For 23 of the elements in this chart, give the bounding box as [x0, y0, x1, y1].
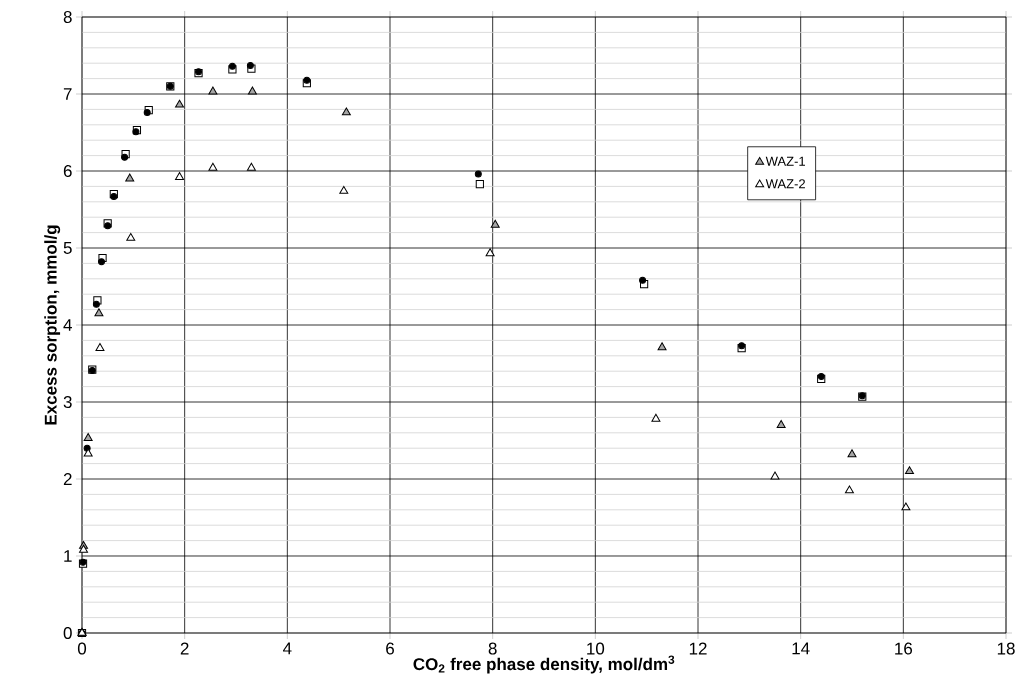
y-tick-label: 6: [63, 164, 72, 178]
x-tick-label: 16: [895, 642, 913, 655]
x-tick-label: 6: [386, 642, 394, 655]
x-axis-title: CO$_{2}$ free phase density, mol/dm$^{3}$: [413, 655, 675, 674]
legend-label: WAZ-1: [765, 156, 805, 166]
y-tick-label: 7: [63, 88, 72, 100]
y-tick-label: 4: [63, 319, 72, 331]
x-tick-label: 8: [488, 642, 497, 655]
y-tick-label: 5: [63, 242, 72, 254]
y-tick-label: 3: [63, 395, 72, 409]
x-tick-label: 12: [689, 642, 707, 655]
y-tick-label: 2: [63, 473, 72, 485]
x-tick-label: 10: [587, 642, 605, 655]
x-tick-label: 14: [792, 642, 810, 655]
y-tick-label: 1: [64, 550, 72, 562]
x-tick-label: 18: [997, 642, 1015, 655]
y-axis-title: Excess sorption, mmol/g: [44, 225, 61, 425]
legend-label: WAZ-2: [765, 179, 805, 189]
x-tick-label: 0: [77, 642, 87, 655]
x-tick-label: 2: [180, 642, 189, 655]
x-tick-label: 4: [283, 642, 292, 655]
y-tick-label: 0: [63, 626, 72, 640]
y-tick-label: 8: [63, 10, 72, 24]
